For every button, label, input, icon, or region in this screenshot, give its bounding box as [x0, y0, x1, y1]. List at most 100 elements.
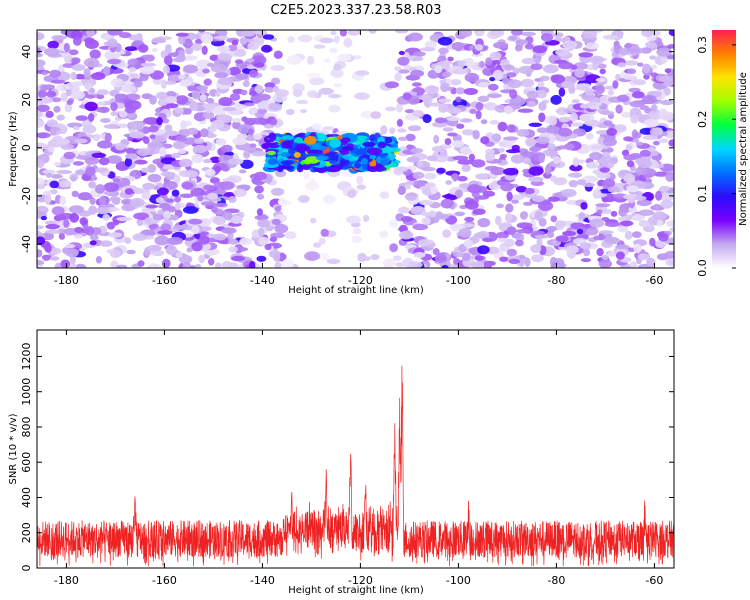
heatmap-cell — [432, 121, 448, 128]
heatmap-cell — [346, 215, 361, 224]
heatmap-cell — [411, 82, 422, 87]
heatmap-cell — [412, 51, 426, 57]
heatmap-cell — [595, 203, 611, 208]
heatmap-cell — [424, 40, 437, 49]
heatmap-cell — [221, 261, 233, 268]
heatmap-cell — [506, 226, 517, 235]
heatmap-cell — [92, 133, 101, 142]
heatmap-cell — [528, 176, 544, 183]
heatmap-cell — [397, 128, 407, 133]
heatmap-cell — [49, 247, 62, 255]
heatmap-cell — [602, 151, 611, 158]
heatmap-cell — [51, 173, 63, 179]
heatmap-cell — [234, 59, 244, 64]
heatmap-cell — [659, 75, 674, 82]
heatmap-cell — [447, 107, 462, 115]
heatmap-cell — [307, 90, 319, 98]
snr-x-axis-label: Height of straight line (km) — [288, 585, 424, 596]
heatmap-cell — [485, 151, 496, 162]
heatmap-cell — [156, 117, 163, 126]
heatmap-cell — [239, 238, 253, 245]
heatmap-cell — [659, 108, 667, 118]
heatmap-cell — [516, 222, 533, 229]
heatmap-cell — [310, 217, 317, 224]
heatmap-cell — [128, 34, 143, 41]
heatmap-cell — [286, 55, 302, 65]
heatmap-cell — [41, 71, 48, 76]
heatmap-cell — [447, 132, 458, 137]
heatmap-cell — [47, 40, 59, 50]
heatmap-cell — [631, 91, 645, 99]
heatmap-cell — [584, 88, 594, 96]
heatmap-cell — [165, 96, 177, 104]
heatmap-cell — [197, 194, 204, 202]
heatmap-cell — [354, 92, 370, 100]
heatmap-cell — [64, 103, 73, 113]
heatmap-cell — [480, 119, 488, 125]
heatmap-cell — [656, 47, 672, 57]
heatmap-cell — [638, 209, 655, 216]
heatmap-cell — [191, 42, 203, 51]
heatmap-cell — [666, 220, 674, 227]
heatmap-cell — [194, 138, 205, 144]
heatmap-cell — [620, 220, 634, 227]
heatmap-cell — [38, 89, 47, 99]
heatmap-cell — [664, 68, 672, 74]
heatmap-cell — [313, 44, 326, 49]
heatmap-cell — [418, 239, 429, 247]
heatmap-cell — [70, 175, 77, 182]
heatmap-cell — [454, 189, 463, 199]
heatmap-cell — [68, 205, 84, 214]
heatmap-cell — [397, 56, 410, 66]
heatmap-cell — [626, 185, 640, 193]
heatmap-cell — [271, 77, 281, 85]
snr-y-tick-label: 800 — [20, 416, 33, 437]
heatmap-cell — [617, 94, 630, 103]
heatmap-cell — [124, 237, 132, 244]
heatmap-cell — [438, 98, 452, 103]
heatmap-cell — [382, 258, 395, 268]
heatmap-cell — [129, 131, 146, 139]
heatmap-cell — [228, 246, 238, 253]
heatmap-cell — [586, 102, 602, 107]
heatmap-cell — [71, 64, 86, 71]
heatmap-cell — [463, 88, 478, 95]
heatmap-cell — [265, 225, 274, 232]
heatmap-cell — [585, 133, 594, 140]
heatmap-cell — [643, 118, 659, 128]
heatmap-cell — [597, 136, 606, 147]
heatmap-cell — [160, 171, 176, 177]
heatmap-cell — [238, 169, 247, 174]
heatmap-cell — [561, 188, 577, 198]
heatmap-cell — [72, 36, 82, 46]
heatmap-cell — [44, 194, 52, 204]
heatmap-cell — [408, 192, 417, 198]
heatmap-cell — [298, 195, 310, 203]
heatmap-cell — [412, 109, 424, 118]
colorbar-tick-label: 0.0 — [696, 259, 709, 277]
heatmap-cell — [112, 50, 126, 55]
heatmap-cell — [624, 230, 633, 240]
heatmap-cell — [79, 217, 88, 226]
heatmap-cell — [269, 236, 278, 243]
heatmap-cell — [490, 167, 506, 176]
heatmap-cell — [230, 215, 243, 224]
heatmap-cell — [181, 55, 198, 61]
heatmap-cell — [607, 89, 615, 96]
heatmap-cell — [562, 40, 578, 50]
heatmap-y-tick-label: -40 — [20, 235, 33, 253]
heatmap-cell — [362, 141, 376, 147]
heatmap-cell — [108, 232, 122, 238]
heatmap-cell — [451, 41, 465, 51]
snr-y-tick-label: 600 — [20, 452, 33, 473]
heatmap-cell — [505, 149, 521, 154]
snr-x-tick-label: -60 — [645, 574, 663, 587]
heatmap-cell — [598, 259, 613, 268]
heatmap-cell — [248, 90, 257, 96]
heatmap-cell — [202, 68, 210, 74]
heatmap-cell — [44, 244, 52, 253]
heatmap-cell — [396, 103, 403, 113]
heatmap-cell — [77, 192, 93, 201]
heatmap-cell — [641, 94, 657, 105]
heatmap-cell — [37, 184, 46, 190]
